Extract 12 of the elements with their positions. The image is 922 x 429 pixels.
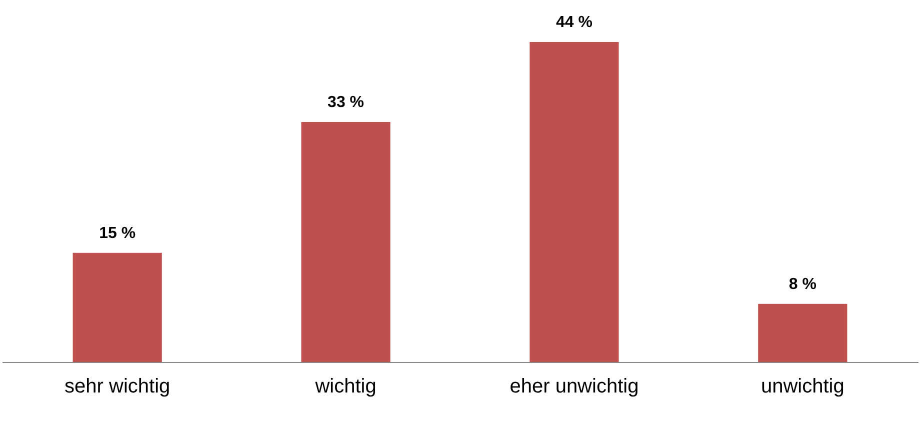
- data-label: 33 %: [328, 94, 364, 111]
- x-tick-label: sehr wichtig: [64, 376, 170, 398]
- bar: [301, 122, 390, 362]
- data-label: 44 %: [556, 14, 592, 31]
- bar: [530, 42, 619, 362]
- x-tick-label: eher unwichtig: [510, 376, 639, 398]
- bar: [72, 252, 162, 362]
- bar: [758, 304, 848, 362]
- data-label: 8 %: [788, 276, 816, 293]
- data-label: 15 %: [99, 224, 136, 242]
- x-tick-label: unwichtig: [760, 376, 844, 398]
- x-tick-label: wichtig: [314, 376, 376, 398]
